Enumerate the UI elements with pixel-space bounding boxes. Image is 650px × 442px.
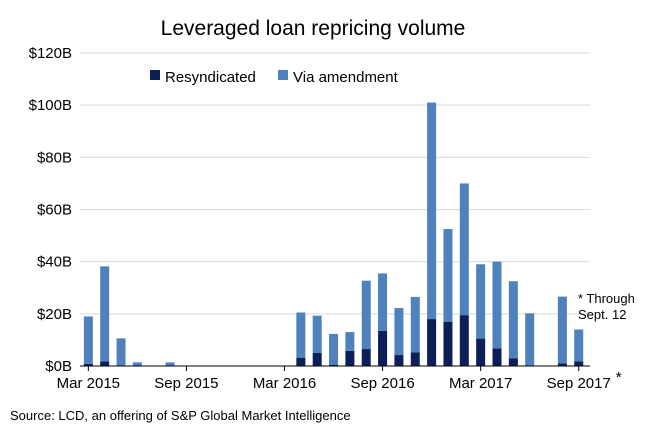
- bar-via-amendment: [557, 296, 567, 364]
- bar-resyndicated: [557, 363, 567, 366]
- bar-via-amendment: [100, 266, 110, 362]
- bar-resyndicated: [492, 348, 502, 366]
- bar-via-amendment: [361, 280, 371, 350]
- y-tick-label: $120B: [29, 45, 72, 62]
- y-tick-label: $100B: [29, 97, 72, 114]
- bar-via-amendment: [296, 312, 306, 358]
- x-tick-label: Mar 2016: [253, 375, 316, 392]
- bar-resyndicated: [345, 350, 355, 366]
- legend-label-via-amendment: Via amendment: [293, 69, 399, 86]
- bar-via-amendment: [508, 281, 518, 359]
- bar-via-amendment: [394, 308, 404, 356]
- bar-via-amendment: [492, 261, 502, 349]
- bar-resyndicated: [410, 352, 420, 366]
- bar-resyndicated: [443, 321, 453, 366]
- legend: Resyndicated Via amendment: [150, 69, 399, 86]
- x-tick-label: Sep 2016: [350, 375, 414, 392]
- bar-resyndicated: [459, 315, 469, 366]
- y-tick-label: $40B: [37, 254, 72, 271]
- bar-resyndicated: [508, 358, 518, 366]
- bar-resyndicated: [394, 355, 404, 366]
- legend-swatch-resyndicated: [150, 70, 160, 80]
- bar-via-amendment: [476, 264, 486, 339]
- bar-resyndicated: [427, 319, 437, 366]
- bar-via-amendment: [132, 362, 142, 366]
- bar-via-amendment: [83, 316, 93, 364]
- bar-resyndicated: [378, 330, 388, 366]
- x-tick-footnote-marker: *: [616, 369, 622, 386]
- y-tick-label: $20B: [37, 306, 72, 323]
- bar-via-amendment: [574, 329, 584, 362]
- footnote-annotation: * Through Sept. 12: [578, 291, 635, 322]
- bar-resyndicated: [83, 363, 93, 366]
- annotation-line-2: Sept. 12: [578, 307, 626, 322]
- bar-via-amendment: [165, 362, 175, 366]
- x-axis-ticks: Mar 2015 Sep 2015 Mar 2016 Sep 2016 Mar 2017…: [57, 366, 622, 392]
- annotation-line-1: * Through: [578, 291, 635, 306]
- bar-via-amendment: [312, 315, 322, 353]
- source-note: Source: LCD, an offering of S&P Global M…: [10, 408, 351, 423]
- bar-via-amendment: [525, 313, 535, 366]
- bar-resyndicated: [476, 338, 486, 366]
- bar-via-amendment: [443, 229, 453, 322]
- bar-via-amendment: [410, 296, 420, 353]
- y-tick-label: $60B: [37, 202, 72, 219]
- bar-via-amendment: [459, 183, 469, 316]
- y-tick-label: $0B: [45, 358, 72, 375]
- bar-via-amendment: [378, 273, 388, 331]
- legend-swatch-via-amendment: [278, 70, 288, 80]
- legend-label-resyndicated: Resyndicated: [165, 69, 256, 86]
- bar-via-amendment: [116, 338, 126, 366]
- bar-resyndicated: [312, 352, 322, 366]
- bars: [83, 102, 584, 366]
- x-tick-label: Sep 2017: [547, 375, 611, 392]
- x-tick-label: Mar 2017: [449, 375, 512, 392]
- bar-via-amendment: [329, 333, 339, 365]
- gridlines: [80, 52, 590, 315]
- x-tick-label: Sep 2015: [154, 375, 218, 392]
- bar-via-amendment: [345, 332, 355, 351]
- x-tick-label: Mar 2015: [57, 375, 120, 392]
- bar-resyndicated: [329, 364, 339, 366]
- y-tick-label: $80B: [37, 149, 72, 166]
- bar-resyndicated: [296, 357, 306, 366]
- bar-resyndicated: [574, 361, 584, 366]
- bar-resyndicated: [361, 349, 371, 366]
- bar-via-amendment: [427, 102, 437, 320]
- y-axis-ticks: $0B $20B $40B $60B $80B $100B $120B: [29, 45, 72, 375]
- chart-title: Leveraged loan repricing volume: [161, 17, 466, 40]
- bar-resyndicated: [100, 361, 110, 366]
